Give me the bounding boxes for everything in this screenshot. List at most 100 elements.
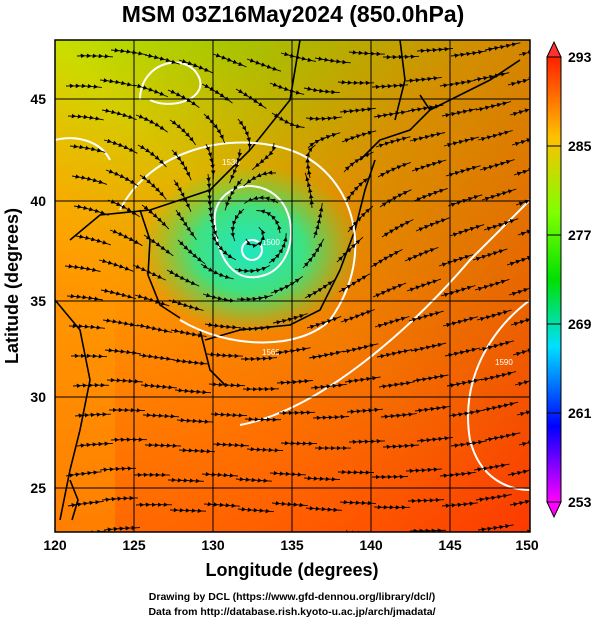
wind-streamline [371, 83, 408, 90]
contour-1590 [239, 199, 530, 426]
wind-streamline [346, 407, 383, 414]
wind-streamline [307, 132, 341, 149]
wind-streamline [484, 42, 521, 52]
wind-streamline [239, 325, 275, 332]
wind-streamline [407, 104, 444, 113]
wind-streamline [479, 159, 515, 172]
wind-streamline [133, 83, 169, 98]
wind-streamline [408, 310, 444, 323]
wind-streamline [473, 463, 510, 472]
x-tick-label: 140 [359, 537, 383, 553]
sakhalin [394, 40, 406, 121]
wind-streamline [243, 170, 277, 187]
wind-streamline [237, 506, 274, 514]
wind-streamline [103, 138, 138, 154]
wind-streamline [411, 159, 447, 172]
wind-streamline [337, 469, 374, 475]
wind-streamline [439, 79, 476, 88]
wind-streamline [507, 466, 530, 477]
wind-streamline [476, 309, 512, 322]
wind-streamline [66, 293, 103, 301]
y-tick-label: 35 [30, 293, 46, 309]
wind-streamline [517, 223, 530, 236]
wind-streamline [372, 282, 407, 298]
wind-streamline [382, 443, 419, 450]
wind-streamline [280, 440, 317, 446]
wind-streamline [224, 178, 243, 211]
contour-label-1500: 1500 [262, 238, 280, 247]
x-tick-label: 135 [280, 537, 304, 553]
wind-streamline [303, 475, 341, 482]
wind-streamline [440, 285, 476, 298]
wind-streamline [72, 382, 110, 389]
x-tick-label: 120 [43, 537, 67, 553]
wind-streamline [509, 105, 530, 117]
wind-streamline [378, 380, 415, 389]
wind-streamline [274, 346, 311, 355]
wind-streamline [477, 130, 513, 142]
wind-streamline [477, 524, 514, 532]
y-axis: 45 40 35 30 25 Latitude (degrees) [2, 91, 46, 496]
wind-streamline [314, 56, 351, 65]
wind-streamline [511, 134, 530, 147]
wind-streamline [406, 278, 442, 292]
wind-streamline [237, 118, 252, 152]
wind-streamline [211, 233, 237, 261]
wind-streamline [448, 409, 485, 418]
wind-streamline [171, 149, 192, 181]
x-tick-label: 145 [438, 537, 462, 553]
wind-streamline [201, 471, 238, 478]
wind-streamline [244, 416, 281, 422]
wind-streamline [510, 314, 530, 327]
x-axis-title: Longitude (degrees) [205, 560, 378, 580]
wind-streamline [370, 249, 403, 268]
wind-streamline [484, 432, 521, 442]
colorbar-bottom-arrow [546, 501, 562, 519]
wind-streamline [210, 411, 248, 418]
wind-streamline [107, 199, 140, 218]
wind-streamline [206, 173, 212, 210]
wind-streamline [506, 254, 530, 266]
colorbar-label: 261 [568, 405, 592, 421]
wind-streamline [65, 470, 102, 478]
wind-streamline [339, 499, 377, 506]
map-plot-area: 1530 1500 1560 1590 [55, 40, 530, 542]
wind-streamline [341, 130, 377, 143]
wind-streamline [336, 236, 364, 263]
wind-streamline [142, 412, 180, 419]
wind-streamline [177, 239, 206, 265]
kuril-islands [429, 59, 521, 111]
wind-streamline [170, 328, 207, 338]
wind-streamline [270, 276, 303, 294]
wind-streamline [441, 501, 478, 508]
y-tick-label: 40 [30, 193, 46, 209]
x-tick-label: 130 [201, 537, 225, 553]
x-axis: 120 125 130 135 140 145 150 Longitude (d… [43, 537, 539, 580]
wind-streamline [70, 353, 108, 359]
wind-streamline [407, 497, 445, 504]
wind-streamline [174, 388, 211, 395]
wind-streamline [308, 538, 344, 541]
wind-streamline [480, 371, 517, 382]
wind-streamline [203, 501, 240, 508]
contour-1590-east [467, 299, 530, 491]
colorbar: 293 285 277 269 261 253 [546, 40, 592, 519]
wind-streamline [303, 86, 340, 95]
y-tick-label: 30 [30, 389, 46, 405]
wind-streamline [240, 539, 276, 542]
wind-streamline [447, 194, 483, 207]
wind-streamline [481, 188, 517, 202]
wind-streamline [204, 322, 241, 330]
wind-streamline [342, 343, 379, 354]
wind-streamline [416, 436, 453, 443]
x-tick-label: 125 [122, 537, 146, 553]
wind-streamline [169, 507, 207, 514]
wind-streamline [200, 263, 234, 280]
wind-streamline [449, 224, 485, 237]
wind-streamline [178, 447, 216, 454]
wind-streamline [415, 217, 450, 232]
wind-streamline [246, 446, 284, 453]
contour-label-1560: 1560 [262, 348, 280, 357]
chart-title: MSM 03Z16May2024 (850.0hPa) [122, 1, 465, 27]
